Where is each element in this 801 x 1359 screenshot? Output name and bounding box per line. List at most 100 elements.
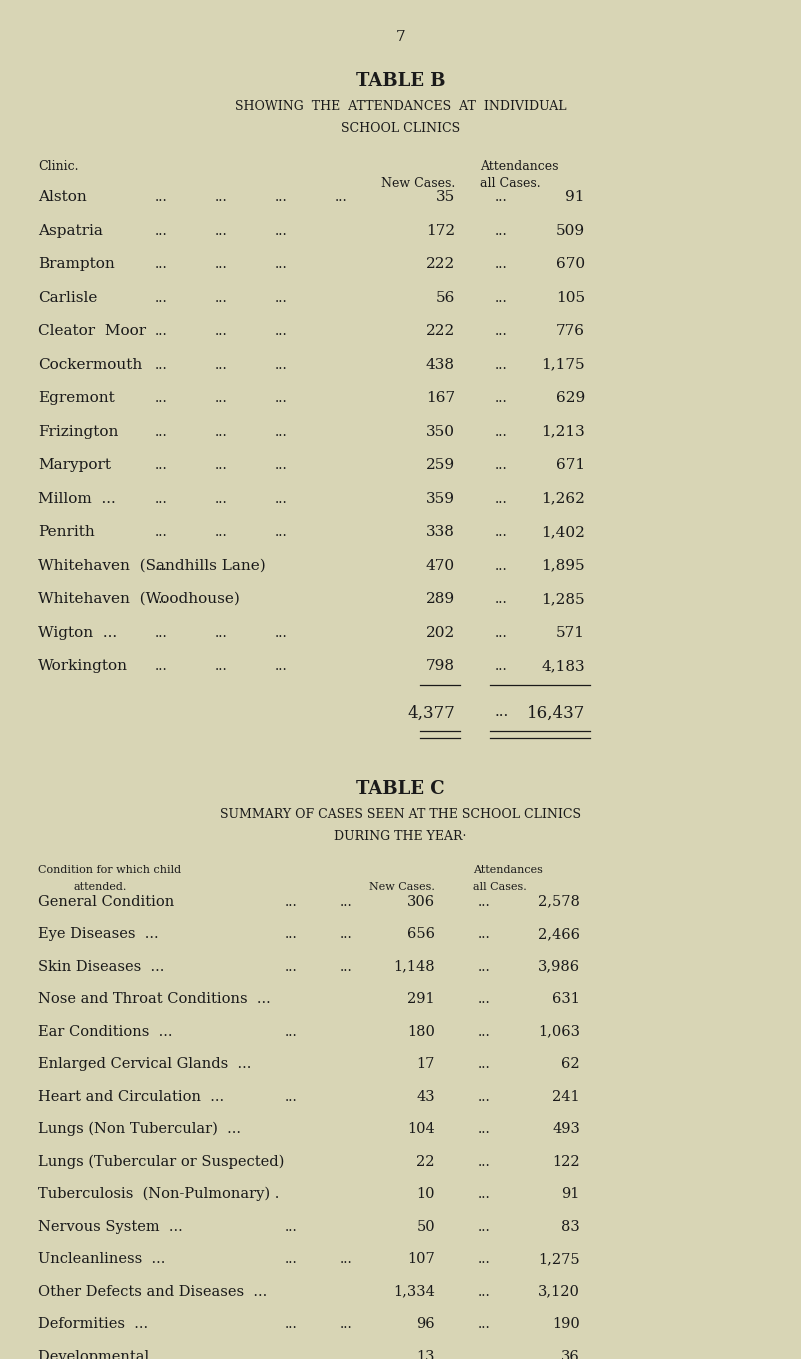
Text: ...: ...: [340, 1252, 352, 1267]
Text: ...: ...: [478, 894, 491, 909]
Text: ...: ...: [275, 391, 288, 405]
Text: Deformities  ...: Deformities ...: [38, 1317, 148, 1330]
Text: 241: 241: [553, 1090, 580, 1104]
Text: ...: ...: [495, 625, 508, 640]
Text: TABLE C: TABLE C: [356, 780, 445, 798]
Text: Lungs (Tubercular or Suspected): Lungs (Tubercular or Suspected): [38, 1155, 284, 1169]
Text: ...: ...: [155, 257, 167, 270]
Text: 35: 35: [436, 190, 455, 204]
Text: 167: 167: [426, 391, 455, 405]
Text: ...: ...: [495, 257, 508, 270]
Text: 96: 96: [417, 1317, 435, 1330]
Text: Uncleanliness  ...: Uncleanliness ...: [38, 1252, 165, 1267]
Text: all Cases.: all Cases.: [480, 177, 541, 190]
Text: 359: 359: [426, 492, 455, 506]
Text: 350: 350: [426, 424, 455, 439]
Text: 670: 670: [556, 257, 585, 270]
Text: Penrith: Penrith: [38, 525, 95, 540]
Text: 656: 656: [407, 927, 435, 940]
Text: 16,437: 16,437: [526, 704, 585, 722]
Text: ...: ...: [495, 323, 508, 338]
Text: Skin Diseases  ...: Skin Diseases ...: [38, 959, 164, 973]
Text: Egremont: Egremont: [38, 391, 115, 405]
Text: Heart and Circulation  ...: Heart and Circulation ...: [38, 1090, 224, 1104]
Text: ...: ...: [285, 1252, 298, 1267]
Text: ...: ...: [495, 190, 508, 204]
Text: ...: ...: [478, 959, 491, 973]
Text: 2,578: 2,578: [538, 894, 580, 909]
Text: Attendances: Attendances: [480, 160, 558, 173]
Text: ...: ...: [478, 1090, 491, 1104]
Text: ...: ...: [275, 525, 288, 540]
Text: ...: ...: [495, 593, 508, 606]
Text: 62: 62: [562, 1057, 580, 1071]
Text: ...: ...: [285, 1219, 298, 1234]
Text: ...: ...: [155, 593, 167, 606]
Text: ...: ...: [478, 992, 491, 1006]
Text: 1,262: 1,262: [541, 492, 585, 506]
Text: 289: 289: [426, 593, 455, 606]
Text: 172: 172: [426, 223, 455, 238]
Text: ...: ...: [285, 894, 298, 909]
Text: 291: 291: [408, 992, 435, 1006]
Text: 1,148: 1,148: [393, 959, 435, 973]
Text: ...: ...: [155, 357, 167, 371]
Text: 631: 631: [552, 992, 580, 1006]
Text: 13: 13: [417, 1349, 435, 1359]
Text: 259: 259: [426, 458, 455, 472]
Text: ...: ...: [478, 1317, 491, 1330]
Text: Alston: Alston: [38, 190, 87, 204]
Text: 36: 36: [562, 1349, 580, 1359]
Text: ...: ...: [478, 1219, 491, 1234]
Text: ...: ...: [478, 1284, 491, 1298]
Text: ...: ...: [340, 1317, 352, 1330]
Text: ...: ...: [155, 323, 167, 338]
Text: 91: 91: [562, 1186, 580, 1201]
Text: ...: ...: [495, 357, 508, 371]
Text: Cleator  Moor: Cleator Moor: [38, 323, 146, 338]
Text: ...: ...: [478, 927, 491, 940]
Text: ...: ...: [215, 492, 227, 506]
Text: 43: 43: [417, 1090, 435, 1104]
Text: General Condition: General Condition: [38, 894, 175, 909]
Text: ...: ...: [275, 424, 288, 439]
Text: 104: 104: [407, 1123, 435, 1136]
Text: ...: ...: [275, 257, 288, 270]
Text: 2,466: 2,466: [538, 927, 580, 940]
Text: Wigton  ...: Wigton ...: [38, 625, 117, 640]
Text: 671: 671: [556, 458, 585, 472]
Text: ...: ...: [285, 1090, 298, 1104]
Text: Brampton: Brampton: [38, 257, 115, 270]
Text: ...: ...: [285, 1317, 298, 1330]
Text: ...: ...: [275, 625, 288, 640]
Text: ...: ...: [155, 291, 167, 304]
Text: ...: ...: [155, 190, 167, 204]
Text: ...: ...: [495, 424, 508, 439]
Text: ...: ...: [215, 291, 227, 304]
Text: ...: ...: [155, 391, 167, 405]
Text: 222: 222: [426, 257, 455, 270]
Text: SHOWING  THE  ATTENDANCES  AT  INDIVIDUAL: SHOWING THE ATTENDANCES AT INDIVIDUAL: [235, 101, 566, 113]
Text: 17: 17: [417, 1057, 435, 1071]
Text: ...: ...: [340, 1349, 352, 1359]
Text: ...: ...: [215, 391, 227, 405]
Text: 10: 10: [417, 1186, 435, 1201]
Text: ...: ...: [340, 959, 352, 973]
Text: ...: ...: [275, 323, 288, 338]
Text: 107: 107: [407, 1252, 435, 1267]
Text: 3,120: 3,120: [538, 1284, 580, 1298]
Text: ...: ...: [340, 927, 352, 940]
Text: SUMMARY OF CASES SEEN AT THE SCHOOL CLINICS: SUMMARY OF CASES SEEN AT THE SCHOOL CLIN…: [220, 807, 581, 821]
Text: 1,175: 1,175: [541, 357, 585, 371]
Text: 91: 91: [566, 190, 585, 204]
Text: Cockermouth: Cockermouth: [38, 357, 143, 371]
Text: ...: ...: [478, 1057, 491, 1071]
Text: Aspatria: Aspatria: [38, 223, 103, 238]
Text: ...: ...: [215, 525, 227, 540]
Text: Clinic.: Clinic.: [38, 160, 78, 173]
Text: ...: ...: [478, 1252, 491, 1267]
Text: 56: 56: [436, 291, 455, 304]
Text: ...: ...: [215, 357, 227, 371]
Text: ...: ...: [478, 1155, 491, 1169]
Text: ...: ...: [495, 391, 508, 405]
